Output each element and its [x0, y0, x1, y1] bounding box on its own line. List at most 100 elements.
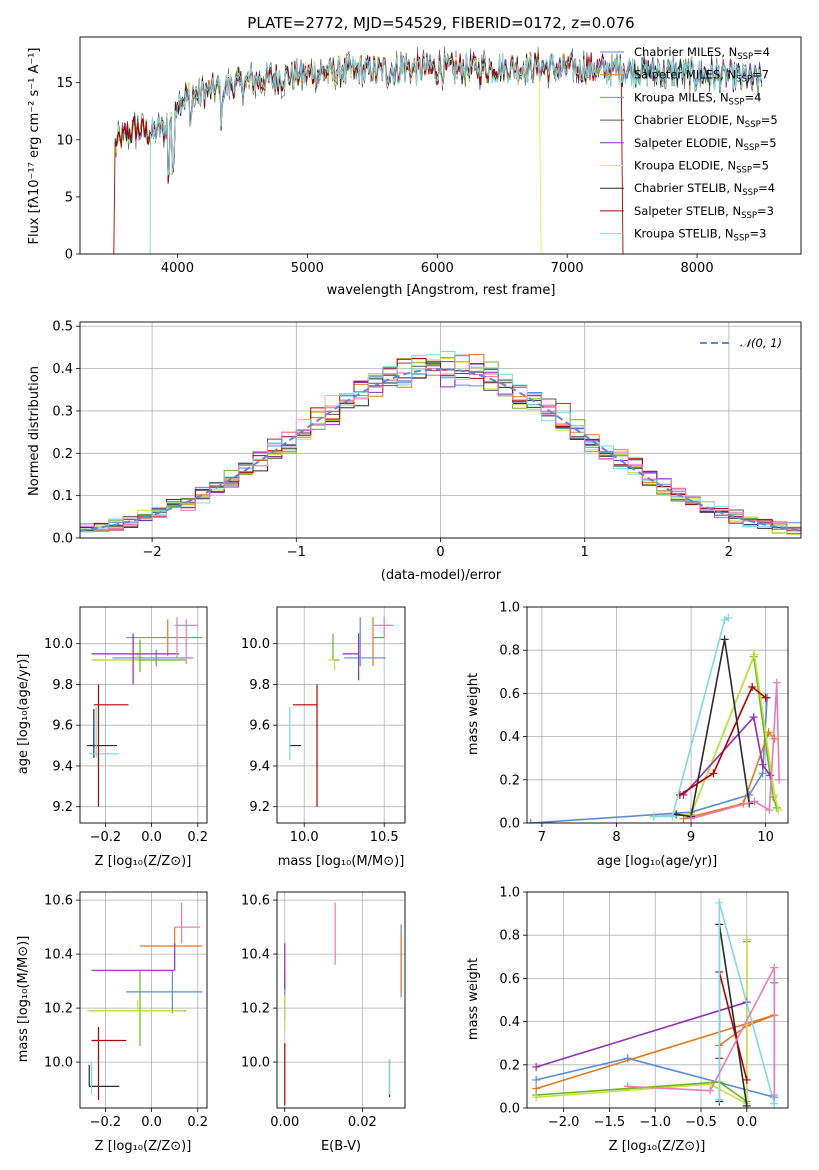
x-tick-label: 0.2 — [187, 1115, 208, 1130]
x-tick-label: −0.2 — [90, 1115, 122, 1130]
mass-weight-point — [675, 790, 684, 799]
p4-xlabel: mass [log₁₀(M/M⊙)] — [278, 854, 405, 869]
x-tick-label: 0.00 — [270, 1115, 299, 1130]
y-tick-label: 10.2 — [241, 1002, 270, 1017]
y-tick-label: 10.6 — [44, 894, 73, 909]
mass-weight-line — [535, 1014, 775, 1090]
mass-weight-point — [765, 806, 774, 815]
mass-weight-point — [761, 693, 770, 702]
p3-ylabel: age [log₁₀(age/yr)] — [16, 654, 31, 775]
x-tick-label: −1.5 — [594, 1115, 626, 1130]
plot-area — [284, 902, 402, 1106]
p5-ylabel: mass weight — [466, 673, 481, 755]
mass-weight-point — [758, 760, 767, 769]
mass-weight-point — [715, 898, 724, 907]
mass-weight-point — [649, 812, 658, 821]
x-tick-label: 6000 — [421, 261, 454, 276]
plot-area — [532, 898, 779, 1108]
y-tick-label: 9.4 — [249, 759, 270, 774]
y-tick-label: 9.2 — [52, 800, 73, 815]
y-tick-label: 10.4 — [44, 948, 73, 963]
x-tick-label: 10 — [757, 830, 774, 845]
mass-weight-line — [530, 697, 768, 823]
spectrum-ylabel: Flux [fλ10⁻¹⁷ erg cm⁻² s⁻¹ A⁻¹] — [27, 48, 42, 245]
legend-label: Kroupa ELODIE, NSSP=5 — [634, 159, 769, 176]
mass-weight-point — [774, 806, 783, 815]
y-tick-label: 10.0 — [44, 637, 73, 652]
mass-weight-point — [720, 635, 729, 644]
mass-weight-point — [750, 797, 759, 806]
y-tick-label: 9.8 — [52, 678, 73, 693]
y-tick-label: 0.2 — [52, 447, 73, 462]
mass-weight-point — [532, 1062, 541, 1071]
y-tick-label: 0.2 — [499, 773, 520, 788]
x-tick-label: 0.2 — [187, 830, 208, 845]
mass-weight-point — [748, 682, 757, 691]
y-tick-label: 0.1 — [52, 489, 73, 504]
y-tick-label: 10.4 — [241, 948, 270, 963]
legend-label: Chabrier STELIB, NSSP=4 — [634, 181, 775, 198]
y-tick-label: 1.0 — [499, 601, 520, 616]
x-tick-label: 10.0 — [290, 830, 319, 845]
y-tick-label: 0.8 — [499, 644, 520, 659]
y-tick-label: 0.2 — [499, 1058, 520, 1073]
y-tick-label: 0.6 — [499, 687, 520, 702]
y-tick-label: 0.5 — [52, 320, 73, 335]
panel-1: 4000 5000 6000 7000 8000 0 5 10 15 Chabrier MILES… — [56, 36, 802, 276]
x-tick-label: 8 — [612, 830, 620, 845]
y-tick-label: 0.0 — [499, 1102, 520, 1117]
panel-7: 0.00 0.02 10.0 10.2 10.4 10.6 — [241, 891, 406, 1130]
histogram-step — [80, 355, 801, 532]
axes-frame — [79, 36, 802, 255]
mass-weight-point — [715, 1095, 724, 1104]
mass-weight-point — [742, 1075, 751, 1084]
p8-ylabel: mass weight — [466, 958, 481, 1040]
y-tick-label: 1.0 — [499, 886, 520, 901]
x-tick-label: 2 — [725, 545, 733, 560]
x-tick-label: 1 — [581, 545, 589, 560]
mass-weight-line — [683, 715, 771, 796]
y-tick-label: 9.8 — [249, 678, 270, 693]
panel-2: −2 −1 0 1 2 0.0 0.1 0.2 0.3 0.4 0.5 𝒩(0, 1) — [52, 320, 802, 560]
x-tick-label: 0 — [436, 545, 444, 560]
mass-weight-point — [742, 935, 751, 944]
y-tick-label: 9.6 — [249, 719, 270, 734]
spectrum-line-8 — [113, 52, 624, 254]
x-tick-label: −2 — [143, 545, 162, 560]
panel-5: 7 8 9 10 0.0 0.2 0.4 0.6 0.8 1.0 — [499, 601, 789, 845]
panel-4: 10.0 10.5 9.2 9.4 9.6 9.8 10.0 — [241, 606, 406, 845]
y-tick-label: 15 — [56, 76, 73, 91]
y-tick-label: 0.6 — [499, 972, 520, 987]
p7-xlabel: E(B-V) — [321, 1139, 361, 1154]
x-tick-label: 0.02 — [348, 1115, 377, 1130]
mass-weight-point — [687, 814, 696, 823]
x-tick-label: 8000 — [681, 261, 714, 276]
x-tick-label: 10.5 — [370, 830, 399, 845]
mass-weight-point — [770, 963, 779, 972]
x-tick-label: 5000 — [291, 261, 324, 276]
plot-area — [86, 617, 203, 807]
y-tick-label: 10.6 — [241, 894, 270, 909]
y-tick-label: 9.6 — [52, 719, 73, 734]
mass-weight-point — [770, 790, 779, 799]
panel-3: −0.2 0.0 0.2 9.2 9.4 9.6 9.8 10.0 — [44, 606, 208, 845]
legend-label: Kroupa MILES, NSSP=4 — [634, 90, 761, 107]
mass-weight-point — [668, 812, 677, 821]
x-tick-label: 0.0 — [141, 830, 162, 845]
mass-weight-line — [679, 685, 767, 796]
y-tick-label: 10.0 — [44, 1056, 73, 1071]
p5-xlabel: age [log₁₀(age/yr)] — [597, 854, 718, 869]
y-tick-label: 0.4 — [499, 1015, 520, 1030]
mass-weight-point — [758, 769, 767, 778]
histogram-step — [80, 351, 801, 533]
x-tick-label: 9 — [687, 830, 695, 845]
legend-label: 𝒩(0, 1) — [740, 336, 782, 350]
y-tick-label: 9.2 — [249, 800, 270, 815]
panel-8: −2.0 −1.5 −1.0 −0.5 0.0 0.0 0.2 0.4 0.6 0.8 1.0 — [499, 886, 789, 1130]
panel-6: −0.2 0.0 0.2 10.0 10.2 10.4 10.6 — [44, 891, 208, 1130]
hist-xlabel: (data-model)/error — [381, 568, 502, 583]
mass-weight-point — [709, 769, 718, 778]
mass-weight-point — [532, 1075, 541, 1084]
mass-weight-point — [532, 1093, 541, 1102]
plot-area — [527, 613, 784, 823]
